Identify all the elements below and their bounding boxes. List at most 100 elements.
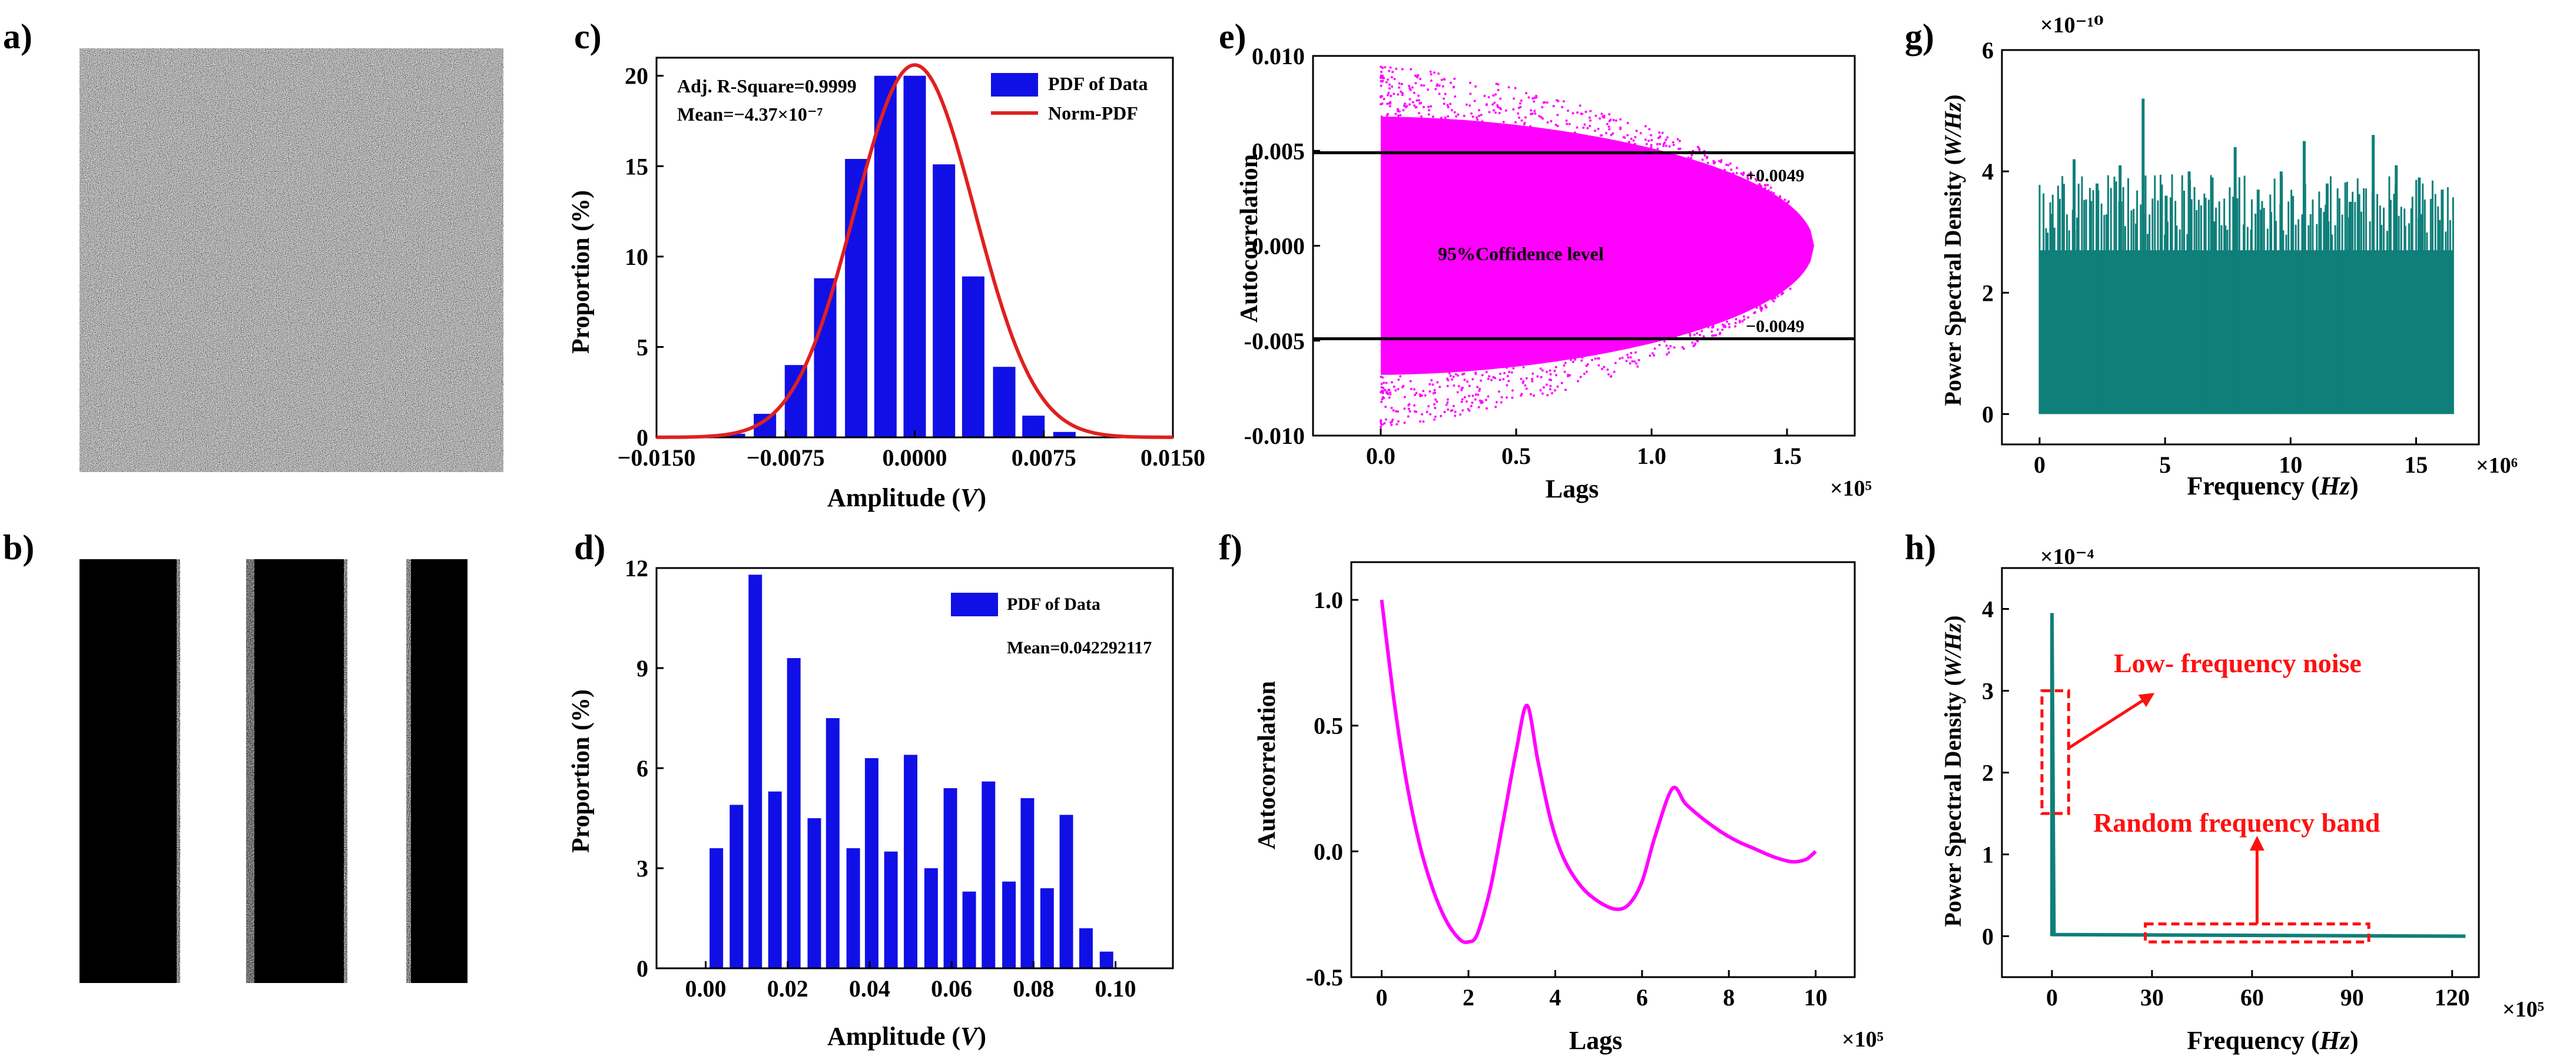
chart-h-ytick-label: 0 (1982, 924, 1994, 950)
chart-d-bar (807, 818, 821, 968)
chart-h-xtick-label: 120 (2435, 984, 2470, 1011)
chart-g-spectrum-spikes (2038, 174, 2454, 414)
chart-d-bar (1059, 815, 1073, 968)
chart-e-annotation-lower: −0.0049 (1746, 317, 1805, 336)
chart-c-bar (814, 278, 837, 437)
chart-e-ytick-label: -0.010 (1244, 423, 1305, 449)
chart-e-x-multiplier: ×10⁵ (1830, 476, 1872, 501)
chart-g-ylabel: Power Spectral Density (W/Hz) (1940, 94, 1966, 406)
chart-g-ytick-label: 0 (1982, 401, 1994, 427)
chart-f-xtick-label: 8 (1723, 984, 1735, 1011)
chart-h-x-multiplier: ×10⁵ (2502, 997, 2544, 1022)
panel-letter-g: g) (1905, 17, 1934, 56)
chart-e-scatter-cloud (1381, 117, 1814, 375)
chart-c-annotation-r2: Adj. R-Square=0.9999 (677, 75, 857, 97)
chart-d-xtick-label: 0.04 (849, 975, 890, 1002)
chart-d-bar (787, 658, 801, 968)
chart-f: 0 2 4 6 8 10 -0.5 0.0 0.5 1.0 (1306, 561, 1856, 1011)
panel-letter-d: d) (574, 528, 605, 567)
chart-d-bar (748, 575, 762, 968)
chart-d-xlabel: Amplitude (V) (827, 1022, 986, 1051)
chart-d-legend-swatch (951, 593, 998, 616)
chart-h-ytick-label: 1 (1982, 842, 1994, 868)
chart-h-ytick-label: 2 (1982, 760, 1994, 786)
stripe-2 (246, 559, 347, 983)
chart-h-xtick-label: 90 (2340, 984, 2364, 1011)
panel-letter-f: f) (1219, 528, 1242, 567)
chart-h-ylabel: Power Spectral Density (W/Hz) (1940, 615, 1966, 927)
chart-d-ylabel: Proportion (%) (568, 689, 595, 853)
panel-letter-h: h) (1905, 528, 1936, 567)
chart-d-bar (924, 868, 938, 968)
chart-c-xlabel: Amplitude (V) (827, 483, 986, 512)
chart-d-bar (904, 755, 918, 968)
chart-c: −0.0150 −0.0075 0.0000 0.0075 0.0150 0 5 10 15 20 (618, 57, 1205, 471)
chart-g-xtick-label: 15 (2404, 451, 2428, 478)
chart-f-ytick-label: 0.0 (1314, 838, 1343, 865)
chart-d-bar (1079, 928, 1093, 968)
chart-h-arrow-low-noise (2067, 693, 2155, 749)
chart-d-bar (982, 781, 996, 968)
chart-d-xtick-label: 0.06 (931, 975, 972, 1002)
chart-g-x-multiplier: ×10⁶ (2476, 453, 2518, 478)
chart-c-legend-label-curve: Norm-PDF (1048, 102, 1138, 124)
chart-c-bar (784, 365, 807, 437)
chart-c-ytick-label: 0 (636, 424, 648, 451)
chart-d-ytick-label: 0 (636, 955, 648, 982)
chart-d-ytick-label: 9 (636, 655, 648, 682)
chart-h-xlabel: Frequency (Hz) (2187, 1026, 2358, 1055)
chart-h-series-line (2050, 613, 2466, 938)
chart-h-ytick-label: 3 (1982, 678, 1994, 705)
chart-h-ytick-label: 4 (1982, 596, 1994, 623)
chart-d-xtick-label: 0.00 (685, 975, 727, 1002)
stripe-3 (406, 559, 468, 983)
chart-h-annotation-low-noise: Low- frequency noise (2114, 648, 2362, 678)
chart-g-axes-frame (2001, 49, 2480, 446)
chart-f-ytick-label: 1.0 (1314, 587, 1343, 613)
chart-e-xtick-label: 1.5 (1772, 443, 1802, 469)
chart-d-bar (1020, 798, 1035, 968)
chart-d-ytick-label: 12 (625, 555, 648, 582)
chart-d-bar (1099, 951, 1113, 968)
image-a-noise (79, 48, 503, 472)
chart-e-annotation-confidence: 95%Coffidence level (1438, 243, 1604, 264)
chart-g-ytick-label: 2 (1982, 280, 1994, 306)
chart-d-bar (962, 891, 976, 968)
chart-c-bar (874, 75, 897, 437)
chart-d-bar (730, 805, 744, 968)
chart-c-ylabel: Proportion (%) (568, 190, 595, 354)
chart-e-ytick-label: -0.005 (1244, 328, 1305, 354)
chart-h-annotation-band: Random frequency band (2093, 808, 2381, 838)
chart-h-y-multiplier: ×10⁻⁴ (2040, 544, 2094, 569)
chart-e-annotation-upper: +0.0049 (1746, 166, 1805, 185)
chart-d-bar (884, 851, 898, 968)
chart-c-ytick-label: 10 (625, 244, 648, 270)
chart-h-axes-frame (2001, 567, 2480, 978)
chart-c-bar (903, 75, 926, 437)
chart-h-xtick-label: 60 (2240, 984, 2264, 1011)
chart-e: 0.0 0.5 1.0 1.5 -0.010 -0.005 0.000 0.005 0.010 (1244, 43, 1856, 469)
chart-d-legend: PDF of Data (951, 593, 1100, 616)
chart-f-series-line (1380, 599, 1817, 944)
chart-e-ytick-label: 0.005 (1252, 138, 1305, 164)
chart-d-bar (846, 848, 860, 968)
chart-c-ytick-label: 5 (636, 334, 648, 360)
chart-g-xtick-label: 0 (2034, 451, 2045, 478)
chart-g-ytick-label: 4 (1982, 158, 1994, 185)
chart-c-xtick-label: 0.0000 (883, 444, 947, 471)
chart-c-xtick-label: 0.0150 (1141, 444, 1205, 471)
chart-g-ytick-label: 6 (1982, 37, 1994, 64)
chart-f-xlabel: Lags (1569, 1026, 1622, 1055)
chart-c-legend-label-bars: PDF of Data (1048, 73, 1148, 94)
chart-c-bar (993, 367, 1016, 437)
chart-f-axes-frame (1350, 561, 1856, 978)
panel-letter-b: b) (3, 528, 34, 567)
chart-d-bar (1040, 888, 1054, 968)
chart-g-xtick-label: 5 (2159, 451, 2171, 478)
chart-f-xtick-label: 6 (1636, 984, 1648, 1011)
chart-g: 0 5 10 15 0 2 4 6 (1982, 37, 2480, 478)
chart-e-ytick-label: 0.000 (1252, 233, 1305, 260)
chart-c-bar (962, 276, 984, 437)
chart-h-xtick-label: 0 (2046, 984, 2058, 1011)
